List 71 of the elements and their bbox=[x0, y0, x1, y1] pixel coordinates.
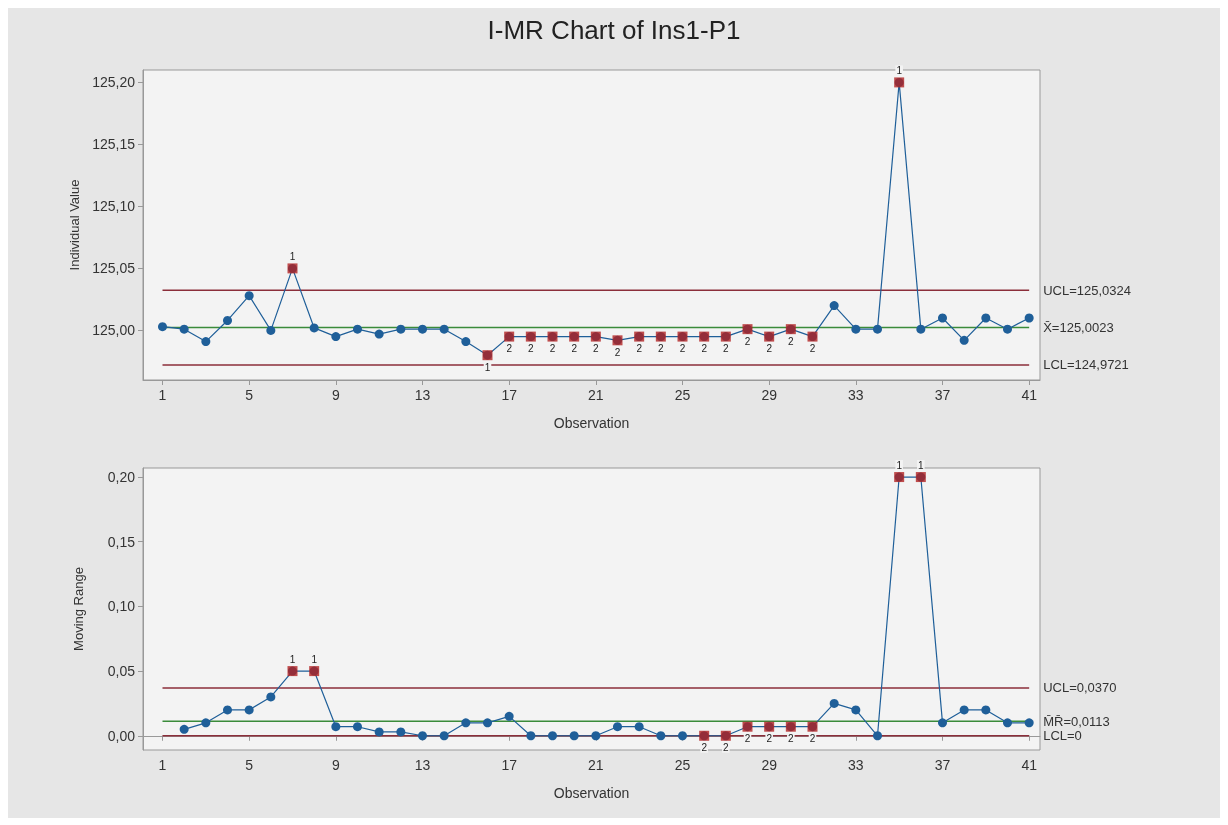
annotation: 2 bbox=[766, 343, 773, 355]
annotation: 2 bbox=[809, 343, 816, 355]
annotation: 2 bbox=[809, 733, 816, 745]
x-tick-label: 37 bbox=[934, 387, 951, 403]
y-tick-label: 125,00 bbox=[92, 322, 136, 339]
y-tick-label: 0,05 bbox=[107, 663, 136, 680]
annotation: 2 bbox=[614, 346, 621, 358]
annotation: 2 bbox=[549, 343, 556, 355]
annotation: 1 bbox=[918, 459, 925, 471]
x-tick-label: 33 bbox=[848, 757, 864, 773]
x-tick-label: 21 bbox=[588, 757, 604, 773]
x-tick-label: 37 bbox=[934, 757, 951, 773]
x-tick-label: 17 bbox=[501, 387, 518, 403]
x-tick-label: 41 bbox=[1021, 387, 1038, 403]
x-tick-label: 41 bbox=[1021, 757, 1038, 773]
y-tick-label: 0,20 bbox=[107, 469, 136, 486]
y-tick-label: 125,05 bbox=[92, 260, 136, 277]
x-tick-label: 13 bbox=[414, 757, 431, 773]
annotation: 2 bbox=[636, 343, 643, 355]
x-tick-label: 9 bbox=[331, 757, 340, 773]
x-tick-label: 25 bbox=[674, 387, 691, 403]
x-tick-label: 5 bbox=[245, 757, 254, 773]
y-tick-label: 0,00 bbox=[107, 727, 136, 744]
y-tick-label: 0,10 bbox=[107, 598, 136, 615]
x-tick-label: 21 bbox=[588, 387, 604, 403]
annotation: 2 bbox=[766, 733, 773, 745]
annotation: 2 bbox=[571, 343, 578, 355]
annotation: 1 bbox=[896, 64, 903, 76]
x-tick-label: 17 bbox=[501, 757, 518, 773]
annotation: 2 bbox=[788, 335, 795, 347]
annotation: 2 bbox=[701, 742, 708, 754]
y-tick-label: 125,20 bbox=[92, 74, 136, 91]
y-axis-title: Moving Range bbox=[71, 567, 86, 651]
annotation: 2 bbox=[528, 343, 535, 355]
annotation: 1 bbox=[289, 653, 296, 665]
annotation: 1 bbox=[311, 653, 318, 665]
annotation: 2 bbox=[679, 343, 686, 355]
annotation: 2 bbox=[723, 742, 730, 754]
ref-line-label: M̄R̄=0,0113 bbox=[1043, 713, 1110, 729]
y-tick-label: 0,15 bbox=[107, 533, 136, 550]
x-tick-label: 29 bbox=[761, 387, 778, 403]
y-tick-label: 125,15 bbox=[92, 136, 136, 153]
ref-line-label: LCL=0 bbox=[1043, 728, 1082, 744]
annotation: 2 bbox=[701, 343, 708, 355]
y-tick-label: 125,10 bbox=[92, 198, 136, 215]
annotation: 2 bbox=[744, 733, 751, 745]
x-tick-label: 1 bbox=[158, 757, 167, 773]
x-axis-title: Observation bbox=[553, 785, 630, 801]
annotation: 2 bbox=[658, 343, 665, 355]
annotation: 1 bbox=[896, 459, 903, 471]
x-tick-label: 9 bbox=[331, 387, 340, 403]
x-tick-label: 5 bbox=[245, 387, 254, 403]
annotation: 1 bbox=[484, 361, 491, 373]
x-tick-label: 1 bbox=[158, 387, 167, 403]
x-tick-label: 25 bbox=[674, 757, 691, 773]
ref-line-label: LCL=124,9721 bbox=[1043, 357, 1129, 373]
ref-line-label: UCL=0,0370 bbox=[1043, 680, 1117, 696]
chart-title: I-MR Chart of Ins1-P1 bbox=[487, 15, 741, 45]
y-axis-title: Individual Value bbox=[67, 179, 83, 271]
annotation: 2 bbox=[723, 343, 730, 355]
annotation: 2 bbox=[744, 335, 751, 347]
x-tick-label: 33 bbox=[848, 387, 864, 403]
x-tick-label: 29 bbox=[761, 757, 778, 773]
x-axis-title: Observation bbox=[553, 415, 630, 431]
x-tick-label: 13 bbox=[414, 387, 431, 403]
ref-line-label: X̄=125,0023 bbox=[1043, 320, 1114, 336]
annotation: 2 bbox=[506, 343, 513, 355]
annotation: 1 bbox=[289, 250, 296, 262]
annotation: 2 bbox=[788, 733, 795, 745]
annotation: 2 bbox=[593, 343, 600, 355]
ref-line-label: UCL=125,0324 bbox=[1043, 282, 1131, 298]
